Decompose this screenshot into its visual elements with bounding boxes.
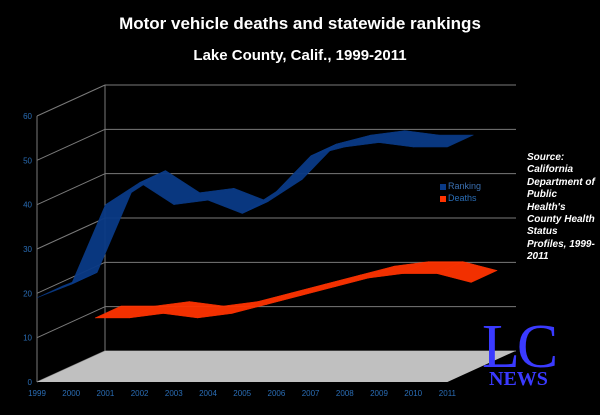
x-tick-label: 2002 <box>131 389 149 398</box>
x-tick-label: 2008 <box>336 389 354 398</box>
deaths-ribbon-segment <box>265 283 327 305</box>
legend-item-ranking: Ranking <box>440 181 481 191</box>
chart-subtitle: Lake County, Calif., 1999-2011 <box>193 47 407 64</box>
x-tick-label: 2000 <box>62 389 80 398</box>
ranking-ribbon-segment <box>70 192 132 285</box>
gridline-side <box>36 217 106 250</box>
legend-item-deaths: Deaths <box>440 193 477 203</box>
x-tick-label: 2004 <box>199 389 217 398</box>
x-tick-label: 1999 <box>28 389 46 398</box>
gridline-side <box>36 84 106 117</box>
x-tick-label: 2001 <box>97 389 115 398</box>
x-tick-label: 2009 <box>370 389 388 398</box>
y-tick-label: 10 <box>23 334 32 343</box>
x-tick-label: 2007 <box>302 389 320 398</box>
gridline-side <box>36 306 106 339</box>
gridline-side <box>36 173 106 206</box>
y-tick-label: 0 <box>28 378 33 387</box>
y-tick-label: 50 <box>23 156 32 165</box>
chart-title: Motor vehicle deaths and statewide ranki… <box>119 14 481 33</box>
ranking-ribbon-segment <box>413 134 474 148</box>
y-tick-label: 40 <box>23 201 32 210</box>
legend-label-deaths: Deaths <box>448 193 477 203</box>
deaths-ribbon-segment <box>231 292 293 314</box>
deaths-ribbon-segment <box>436 261 498 283</box>
ranking-ribbon-segment <box>310 134 371 157</box>
y-tick-label: 20 <box>23 289 32 298</box>
deaths-ribbon-segment <box>300 274 361 297</box>
lc-news-logo: LC NEWS <box>480 313 560 392</box>
legend-swatch-ranking <box>440 183 446 190</box>
x-tick-label: 2011 <box>439 389 457 398</box>
x-tick-label: 2010 <box>404 389 422 398</box>
y-tick-label: 60 <box>23 112 32 121</box>
x-tick-label: 2003 <box>165 389 183 398</box>
deaths-ribbon-segment <box>334 265 395 288</box>
x-tick-label: 2005 <box>233 389 251 398</box>
legend-swatch-deaths <box>440 195 446 202</box>
legend-label-ranking: Ranking <box>448 181 482 191</box>
chart-floor <box>37 351 516 382</box>
logo-news-text: NEWS <box>487 368 550 390</box>
x-tick-label: 2006 <box>268 389 286 398</box>
y-tick-label: 30 <box>23 245 32 254</box>
source-note: Source: California Department of Public … <box>527 152 595 263</box>
gridline-side <box>36 128 106 161</box>
